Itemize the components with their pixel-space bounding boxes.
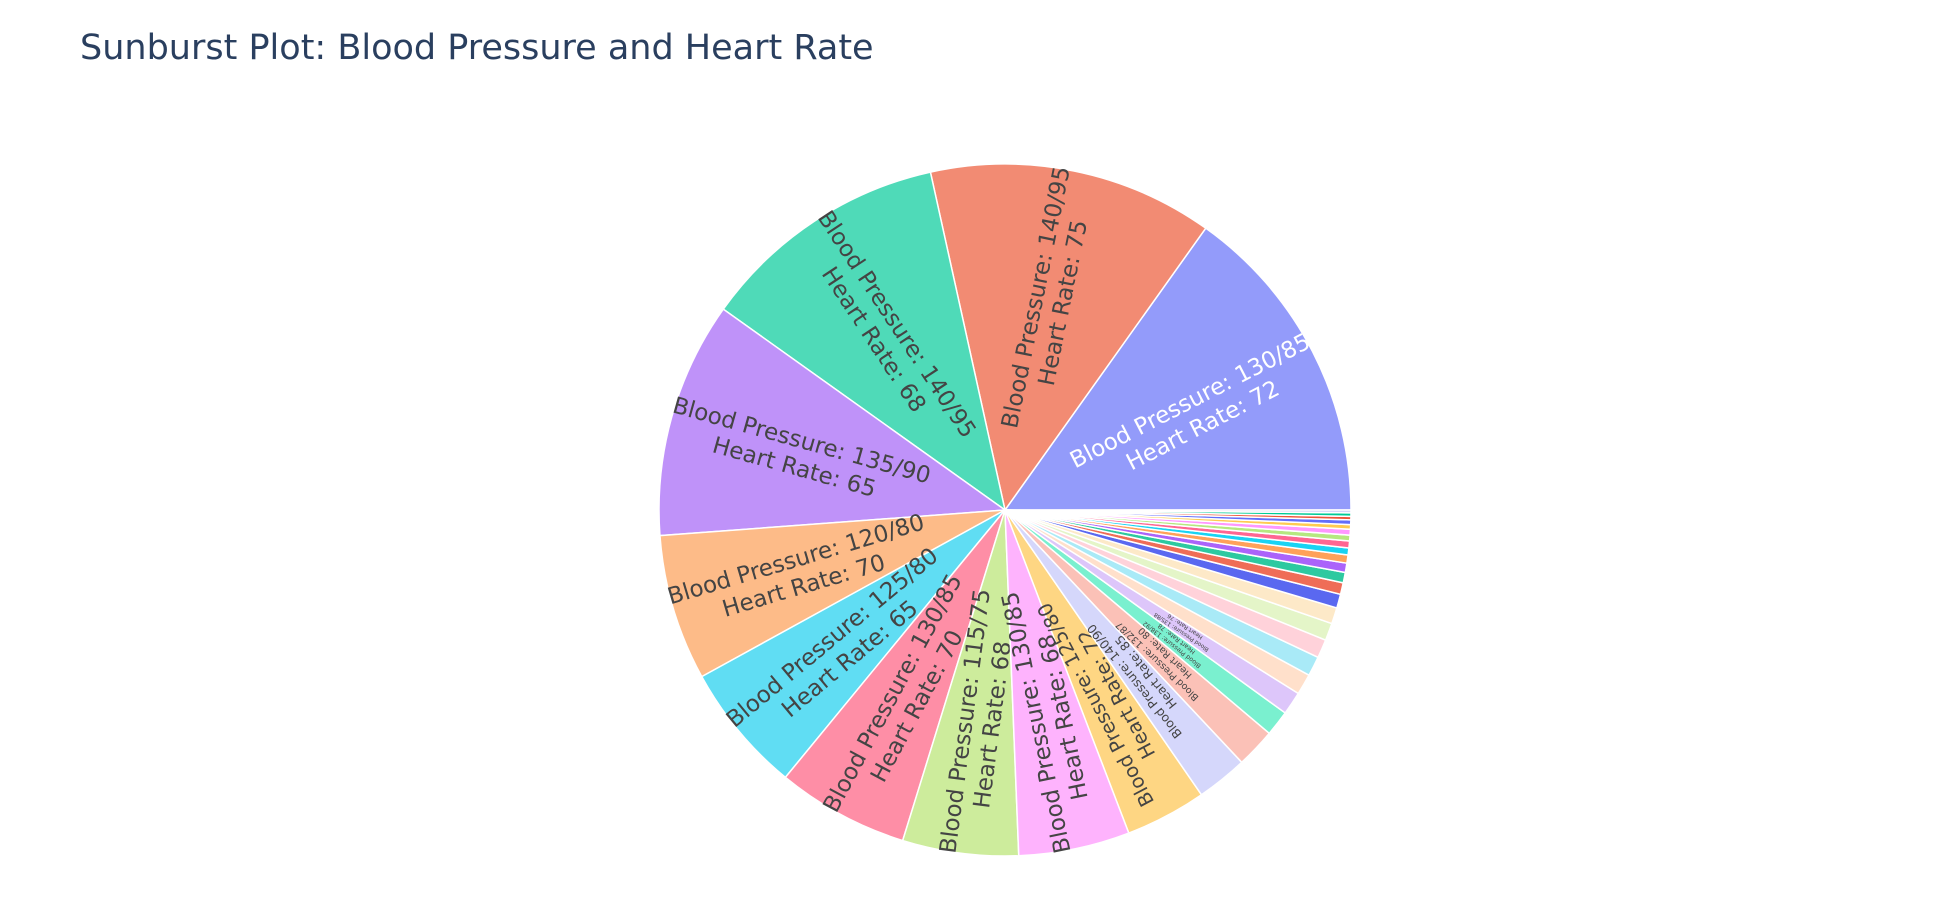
sunburst-slice[interactable]	[659, 509, 1006, 678]
sunburst-slice[interactable]	[1004, 509, 1352, 514]
sunburst-slice[interactable]	[784, 509, 1006, 842]
sunburst-slice[interactable]	[1003, 227, 1352, 511]
sunburst-slice[interactable]	[700, 509, 1006, 779]
sunburst-slice[interactable]	[722, 171, 1007, 512]
sunburst-slice[interactable]	[929, 163, 1207, 512]
chart-title: Sunburst Plot: Blood Pressure and Heart …	[80, 28, 874, 68]
sunburst-slice[interactable]	[658, 308, 1008, 537]
